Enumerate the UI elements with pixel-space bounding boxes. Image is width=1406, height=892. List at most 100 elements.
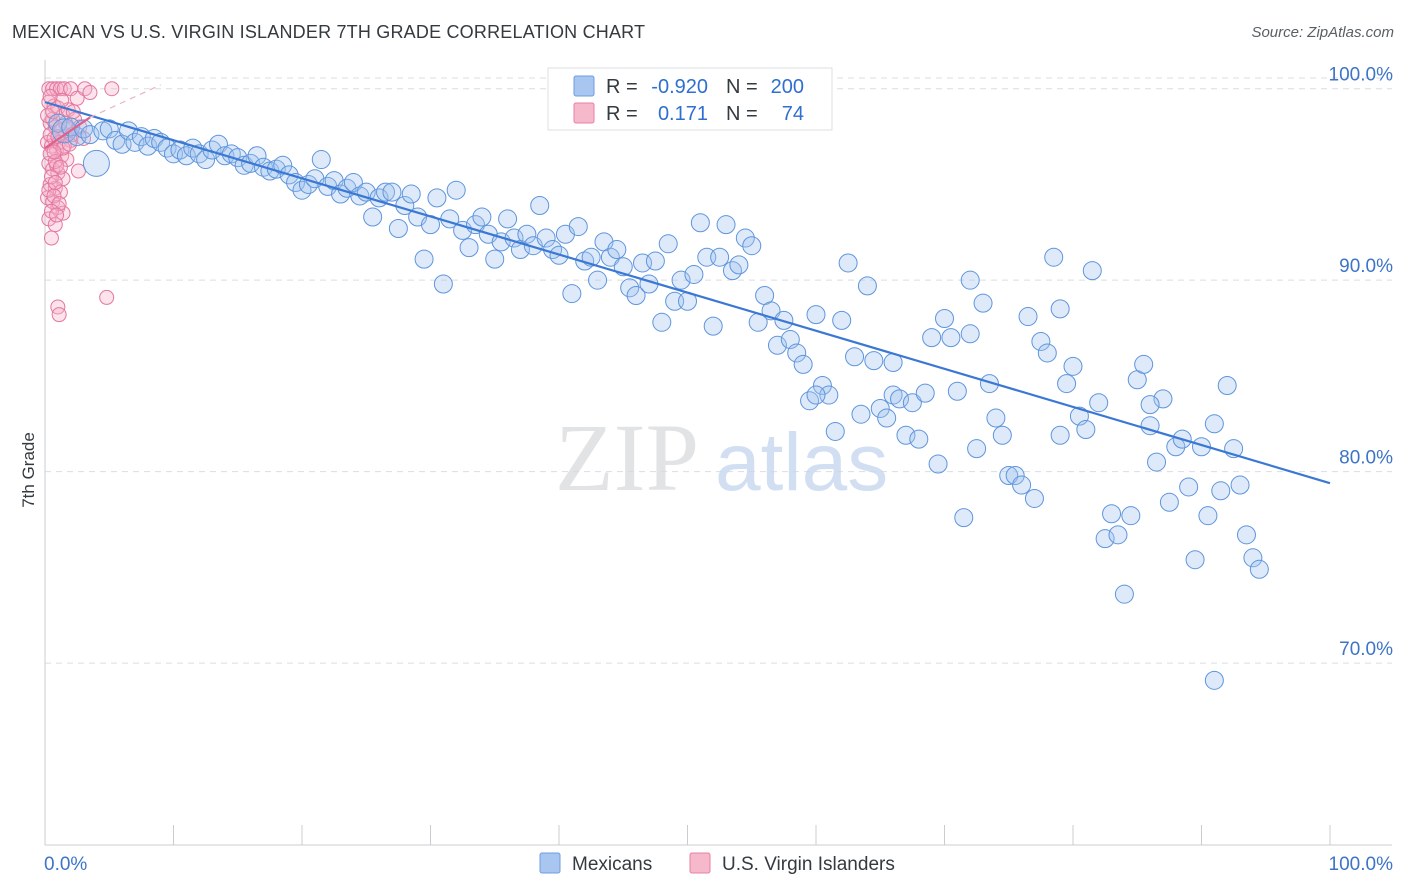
point-mexicans [658, 234, 678, 254]
point-mexicans [870, 398, 890, 418]
point-mexicans [909, 429, 929, 449]
point-mexicans [1243, 548, 1263, 568]
bottom-legend-label-virgin-islanders: U.S. Virgin Islanders [722, 854, 895, 875]
point-virgin-islanders [42, 88, 58, 104]
bottom-legend: Mexicans U.S. Virgin Islanders [539, 852, 895, 875]
legend-r-value-mexicans: -0.920 [651, 76, 708, 98]
point-virgin-islanders [40, 108, 56, 124]
point-mexicans [806, 385, 826, 405]
point-mexicans [845, 347, 865, 367]
point-virgin-islanders [46, 144, 62, 160]
x-tick-label: 0.0% [44, 854, 87, 875]
point-mexicans [890, 389, 910, 409]
point-mexicans [973, 293, 993, 313]
point-mexicans [671, 270, 691, 290]
point-mexicans [93, 121, 113, 141]
point-mexicans [620, 278, 640, 298]
point-mexicans [832, 310, 852, 330]
bottom-legend-label-mexicans: Mexicans [572, 854, 652, 875]
point-mexicans [382, 182, 402, 202]
point-virgin-islanders [52, 159, 68, 175]
point-mexicans [992, 425, 1012, 445]
point-mexicans [710, 247, 730, 267]
point-mexicans [1018, 307, 1038, 327]
point-mexicans [363, 207, 383, 227]
point-mexicans [1147, 452, 1167, 472]
series-mexicans [48, 113, 1269, 690]
point-mexicans [1012, 475, 1032, 495]
point-mexicans [414, 249, 434, 269]
point-mexicans [530, 196, 550, 216]
point-mexicans [1050, 299, 1070, 319]
point-mexicans [1005, 465, 1025, 485]
point-mexicans [986, 408, 1006, 428]
point-mexicans [427, 188, 447, 208]
point-virgin-islanders [56, 81, 72, 97]
point-virgin-islanders [43, 230, 59, 246]
bottom-legend-swatch-mexicans [539, 852, 561, 874]
point-mexicans [979, 374, 999, 394]
trend-extension-virgin-islanders [89, 84, 161, 118]
point-mexicans [716, 215, 736, 235]
point-virgin-islanders [42, 146, 58, 162]
point-mexicans [838, 253, 858, 273]
point-mexicans [99, 119, 119, 139]
point-mexicans [562, 284, 582, 304]
legend-r-label-mexicans: R = [606, 76, 638, 98]
point-mexicans [928, 454, 948, 474]
point-mexicans [864, 351, 884, 371]
point-mexicans [459, 238, 479, 258]
point-virgin-islanders [51, 196, 67, 212]
point-mexicans [954, 508, 974, 528]
point-mexicans [1230, 475, 1250, 495]
point-mexicans [82, 149, 110, 177]
point-mexicans [273, 155, 293, 175]
point-mexicans [1044, 247, 1064, 267]
point-mexicans [1063, 356, 1083, 376]
point-mexicans [1031, 331, 1051, 351]
trend-lines [44, 84, 1331, 485]
point-mexicans [1108, 525, 1128, 545]
point-mexicans [607, 240, 627, 260]
point-mexicans [684, 264, 704, 284]
point-virgin-islanders [41, 182, 57, 198]
point-mexicans [472, 207, 492, 227]
point-mexicans [1249, 559, 1269, 579]
point-mexicans [1204, 414, 1224, 434]
point-mexicans [588, 270, 608, 290]
point-mexicans [1089, 393, 1109, 413]
legend-n-label-virgin-islanders: N = [726, 103, 758, 125]
legend-n-value-virgin-islanders: 74 [782, 103, 804, 125]
x-tick-labels: 0.0% 100.0% [44, 854, 1393, 875]
point-mexicans [1082, 261, 1102, 281]
point-mexicans [947, 381, 967, 401]
point-mexicans [51, 118, 77, 144]
point-mexicans [568, 217, 588, 237]
point-mexicans [1057, 374, 1077, 394]
point-mexicans [915, 383, 935, 403]
legend-r-label-virgin-islanders: R = [606, 103, 638, 125]
point-mexicans [652, 312, 672, 332]
point-mexicans [851, 404, 871, 424]
point-virgin-islanders [61, 136, 77, 152]
point-virgin-islanders [52, 81, 68, 97]
watermark: ZIP atlas [555, 404, 888, 511]
point-mexicans [446, 180, 466, 200]
point-mexicans [902, 393, 922, 413]
stats-legend: R = -0.920 N = 200 R = 0.171 N = 74 [547, 67, 833, 131]
point-mexicans [806, 305, 826, 325]
point-virgin-islanders [49, 207, 65, 223]
legend-swatch-virgin-islanders [573, 102, 595, 124]
point-mexicans [1179, 477, 1199, 497]
point-mexicans [1140, 395, 1160, 415]
y-tick-label: 80.0% [1339, 448, 1393, 469]
point-mexicans [729, 255, 749, 275]
point-mexicans [453, 220, 473, 240]
point-mexicans [401, 184, 421, 204]
point-mexicans [877, 408, 897, 428]
point-mexicans [80, 125, 100, 145]
y-tick-label: 100.0% [1329, 65, 1394, 86]
legend-r-value-virgin-islanders: 0.171 [658, 103, 708, 125]
point-mexicans [1185, 550, 1205, 570]
